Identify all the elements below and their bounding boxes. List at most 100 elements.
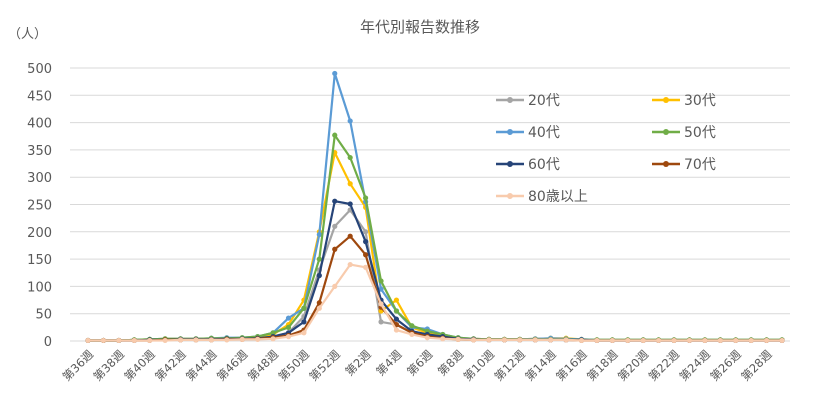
x-tick-label: 第20週 [615, 347, 652, 384]
data-point [347, 118, 353, 124]
data-point [363, 229, 369, 235]
data-point [393, 316, 400, 322]
x-tick-label: 第40週 [121, 347, 158, 384]
data-point [378, 319, 384, 325]
legend-swatch-marker [507, 193, 513, 199]
legend-label: 20代 [528, 93, 560, 109]
data-point [332, 198, 338, 204]
y-tick-label: 400 [27, 117, 52, 132]
data-point [409, 331, 415, 338]
data-point [563, 337, 569, 343]
legend-swatch-marker [663, 161, 669, 167]
series-lines [85, 70, 785, 344]
legend-item: 80歳以上 [496, 189, 588, 205]
data-point [363, 264, 369, 270]
x-tick-label: 第16週 [553, 347, 590, 384]
data-point [116, 337, 122, 344]
x-tick-label: 第24週 [676, 347, 713, 384]
data-point [779, 337, 785, 344]
data-point [347, 201, 353, 207]
series-line [88, 72, 782, 342]
data-point [347, 261, 353, 268]
series [85, 198, 785, 344]
y-tick-label: 450 [27, 89, 52, 104]
x-tick-label: 第26週 [707, 347, 744, 384]
data-point [409, 323, 415, 329]
legend-label: 40代 [528, 125, 560, 141]
x-tick-label: 第14週 [522, 347, 559, 384]
data-point [609, 337, 615, 344]
data-point [393, 308, 400, 314]
legend-swatch-marker [507, 161, 513, 167]
data-point [363, 195, 369, 201]
data-point [316, 256, 322, 262]
series-line [88, 151, 782, 342]
series-line [88, 263, 782, 342]
series [85, 70, 785, 344]
x-tick-label: 第2週 [342, 347, 374, 379]
data-point [378, 278, 384, 284]
x-tick-label: 第6週 [404, 347, 436, 379]
data-point [717, 337, 723, 344]
data-point [748, 337, 754, 344]
legend-item: 40代 [496, 125, 560, 141]
series-line [88, 200, 782, 342]
data-point [147, 337, 153, 344]
data-point [347, 154, 353, 161]
legend-swatch-marker [663, 129, 669, 135]
x-tick-label: 第42週 [152, 347, 189, 384]
data-point [224, 337, 230, 343]
gridlines [70, 67, 790, 342]
data-point [301, 319, 307, 325]
data-point [332, 132, 338, 138]
data-point [301, 330, 307, 336]
legend-swatch-marker [507, 129, 513, 135]
x-tick-label: 第50週 [276, 347, 313, 384]
data-point [393, 327, 400, 333]
data-point [378, 286, 384, 292]
x-tick-label: 第12週 [491, 347, 528, 384]
legend-item: 60代 [496, 157, 560, 173]
data-point [733, 337, 739, 344]
data-point [548, 337, 554, 343]
data-point [316, 272, 322, 279]
legend-swatch-marker [663, 97, 669, 103]
x-tick-label: 第28週 [738, 347, 775, 384]
legend-label: 30代 [684, 93, 716, 109]
data-point [424, 335, 430, 341]
data-point [594, 337, 600, 344]
y-tick-label: 500 [27, 62, 52, 77]
data-point [162, 337, 168, 344]
legend-item: 50代 [652, 125, 716, 141]
data-point [578, 337, 585, 344]
data-point [332, 223, 338, 229]
series-line [88, 134, 782, 342]
data-point [332, 283, 338, 289]
series [85, 233, 785, 344]
series-line [88, 235, 782, 342]
data-point [625, 337, 631, 344]
legend-swatch-marker [507, 97, 513, 103]
data-point [671, 337, 677, 344]
data-point [208, 337, 214, 343]
data-point [316, 231, 322, 238]
data-point [131, 337, 137, 344]
data-point [347, 233, 353, 239]
data-point [285, 315, 292, 321]
data-point [316, 300, 322, 306]
y-tick-label: 150 [27, 253, 52, 268]
legend-label: 70代 [684, 157, 716, 173]
data-point [363, 239, 369, 245]
x-tick-label: 第48週 [245, 347, 282, 384]
data-point [393, 297, 400, 303]
y-tick-label: 100 [27, 280, 52, 295]
x-tick-label: 第46週 [214, 347, 251, 384]
legend-label: 50代 [684, 125, 716, 141]
legend-label: 60代 [528, 157, 560, 173]
data-point [285, 334, 292, 340]
data-point [177, 337, 184, 343]
data-point [255, 336, 261, 342]
y-tick-label: 250 [27, 199, 52, 214]
legend-item: 20代 [496, 93, 560, 109]
